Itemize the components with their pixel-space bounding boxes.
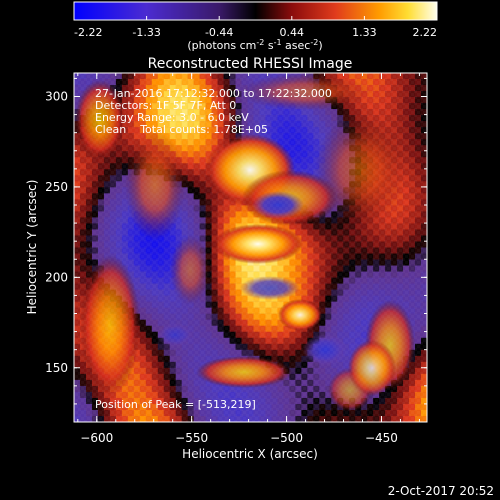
y-tick-label: 200	[45, 270, 68, 284]
x-tick-label: −500	[270, 431, 303, 445]
colorbar-gradient	[73, 1, 438, 21]
x-tick-label: −450	[365, 431, 398, 445]
plot-title: Reconstructed RHESSI Image	[148, 56, 353, 72]
y-axis-label: Heliocentric Y (arcsec)	[25, 180, 39, 315]
y-tick-label: 300	[45, 90, 68, 104]
y-tick-label: 150	[45, 361, 68, 375]
colorbar-tick-label: -2.22	[74, 26, 102, 39]
plot-frame	[73, 72, 428, 423]
colorbar-units-label: (photons cm-2 s-1 asec-2)	[187, 38, 322, 53]
colorbar-tick-label: -0.44	[205, 26, 233, 39]
y-tick-label: 250	[45, 180, 68, 194]
x-tick-label: −550	[175, 431, 208, 445]
colorbar-ticks: -2.22 -1.33 -0.44 0.44 1.33 2.22	[73, 16, 438, 39]
x-tick-label: −600	[80, 431, 113, 445]
heatmap-pixel-texture	[74, 73, 427, 422]
colorbar-tick-label: 1.33	[352, 26, 377, 39]
colorbar: -2.22 -1.33 -0.44 0.44 1.33 2.22 (photons cm-…	[73, 1, 438, 53]
axis-ticks: −600 −550 −500 −450 150 200 250 300	[45, 73, 427, 445]
colorbar-tick-label: 0.44	[280, 26, 305, 39]
x-axis-label: Heliocentric X (arcsec)	[182, 447, 318, 461]
colorbar-tick-label: 2.22	[413, 26, 438, 39]
timestamp: 2-Oct-2017 20:52	[387, 484, 494, 498]
plot-area	[74, 73, 427, 422]
colorbar-tick-label: -1.33	[132, 26, 160, 39]
